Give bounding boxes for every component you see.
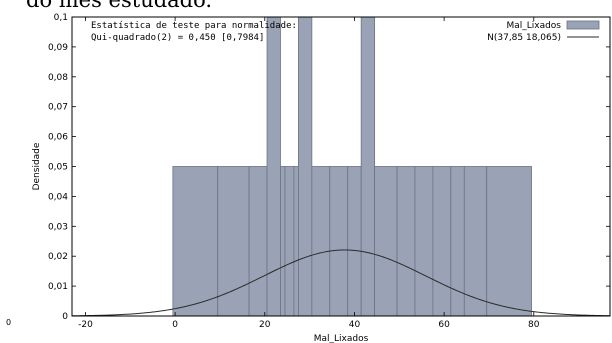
histogram-bar-7: [298, 16, 313, 317]
x-tick-label-4: 60: [438, 320, 450, 330]
y-tick-label-0: 0: [62, 312, 68, 322]
legend-label-0: Mal_Lixados: [506, 21, 561, 31]
corner-text: 0: [6, 318, 12, 327]
y-tick-label-9: 0,09: [48, 43, 68, 53]
x-axis-label: Mal_Lixados: [314, 334, 369, 343]
y-tick-label-7: 0,07: [48, 103, 68, 113]
legend-swatch-bar: [566, 20, 600, 30]
normal-curve-line: [71, 249, 611, 317]
histogram-bar-18: [486, 166, 532, 317]
histogram-bar-12: [374, 166, 398, 317]
x-tick-label-3: 40: [349, 320, 361, 330]
curve-layer: [71, 249, 611, 317]
annotation-line-1: Estatística de teste para normalidade:: [91, 21, 297, 31]
y-tick-label-5: 0,05: [48, 163, 68, 173]
y-tick-label-10: 0,1: [54, 13, 68, 23]
axes-layer: [71, 16, 611, 317]
histogram-bar-2: [248, 166, 268, 317]
labels-layer: 0 0,01 0,02 0,03 0,04 0,05 0,06 0,07 0,08 0,09 0,1…: [32, 13, 540, 343]
legend-label-1: N(37,85 18,065): [487, 33, 561, 43]
y-tick-label-6: 0,06: [48, 133, 68, 143]
y-tick-label-8: 0,08: [48, 73, 68, 83]
y-tick-label-3: 0,03: [48, 222, 68, 232]
x-tick-label-5: 80: [528, 320, 540, 330]
histogram-bar-16: [450, 166, 465, 317]
y-tick-label-2: 0,02: [48, 252, 68, 262]
histogram-bar-5: [284, 166, 295, 317]
histogram-bar-13: [396, 166, 416, 317]
annotation-layer: Estatística de teste para normalidade: Qu…: [91, 21, 297, 43]
bars-layer: [172, 16, 532, 317]
histogram-bar-1: [217, 166, 250, 317]
histogram-bar-17: [463, 166, 488, 317]
annotation-line-2: Qui-quadrado(2) = 0,450 [0,7984]: [91, 33, 264, 43]
y-tick-label-1: 0,01: [48, 282, 68, 292]
histogram-bar-6: [293, 166, 299, 317]
y-axis-label: Densidade: [32, 142, 42, 190]
x-tick-label-0: -20: [78, 320, 93, 330]
histogram-bar-10: [347, 166, 362, 317]
histogram-bar-14: [414, 166, 434, 317]
x-tick-label-1: 0: [172, 320, 178, 330]
histogram-bar-4: [280, 166, 286, 317]
page-header-fragment: do mês estudado.: [26, 0, 213, 12]
histogram-bar-0: [172, 166, 219, 317]
histogram-bar-15: [432, 166, 452, 317]
legend: Mal_Lixados N(37,85 18,065): [487, 20, 600, 43]
x-tick-label-2: 20: [259, 320, 271, 330]
y-tick-label-4: 0,04: [48, 192, 68, 202]
histogram-bar-8: [311, 166, 331, 317]
histogram-bar-11: [360, 16, 376, 317]
histogram-bar-9: [329, 166, 349, 317]
